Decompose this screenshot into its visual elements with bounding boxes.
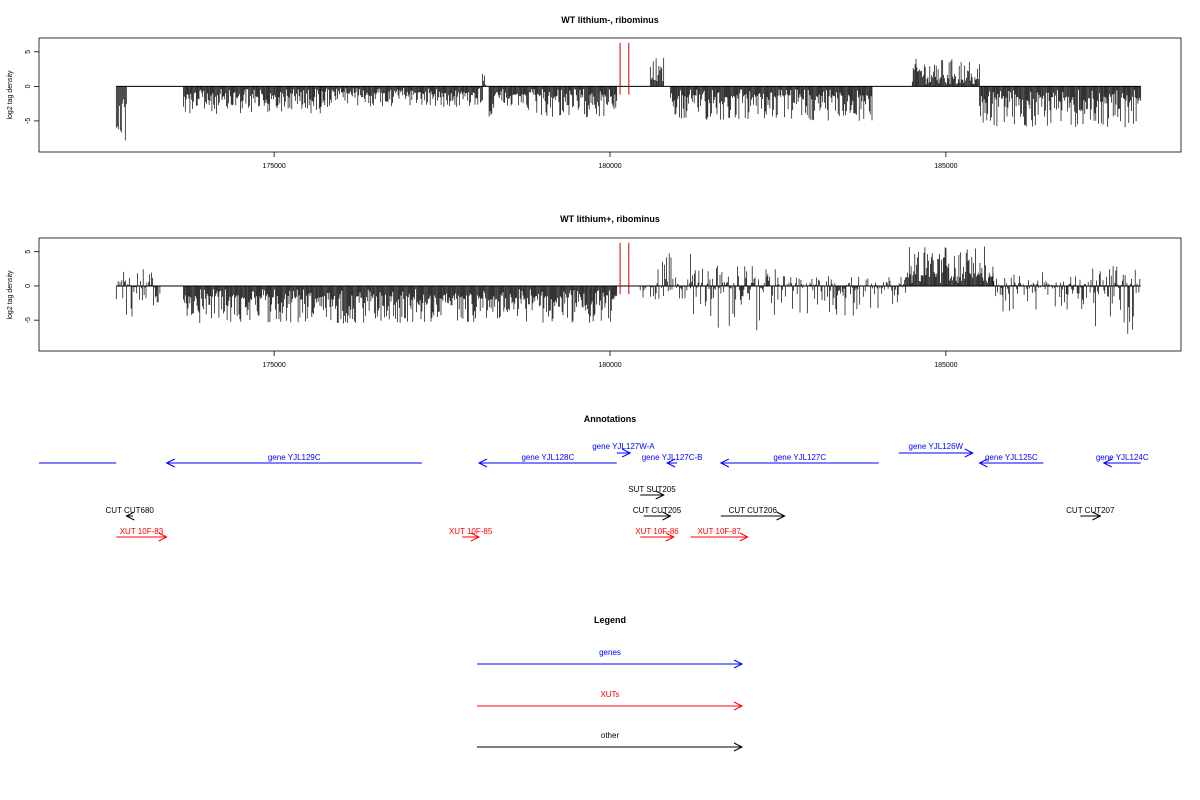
legend-label: XUTs bbox=[600, 690, 619, 699]
annotation-arrow-head bbox=[662, 511, 672, 521]
annotation-label: CUT CUT205 bbox=[633, 506, 682, 515]
x-tick-label: 180000 bbox=[598, 362, 621, 369]
annotation-arrow-head bbox=[125, 511, 135, 521]
density-panel-lithium-plus: WT lithium+, ribominus log2 tag density … bbox=[7, 214, 1182, 369]
legend-arrow-head bbox=[733, 701, 744, 711]
annotation-arrow-head bbox=[477, 458, 488, 468]
y-tick-label: 5 bbox=[25, 250, 32, 254]
annotation-arrow-head bbox=[665, 532, 675, 542]
annotation-label: gene YJL128C bbox=[521, 453, 574, 462]
annotation-arrow-head bbox=[1092, 511, 1102, 521]
legend-title: Legend bbox=[594, 615, 626, 625]
annotation-arrow-head bbox=[978, 458, 988, 468]
y-tick-label: -5 bbox=[25, 118, 32, 124]
y-tick-label: 0 bbox=[25, 284, 32, 288]
annotation-arrow-head bbox=[470, 532, 481, 542]
annotation-arrow-head bbox=[1102, 458, 1112, 468]
annotation-label: gene YJL127C-B bbox=[642, 453, 703, 462]
annotation-arrow-head bbox=[665, 458, 676, 468]
panel-title: WT lithium-, ribominus bbox=[561, 15, 659, 25]
legend-label: other bbox=[601, 731, 620, 740]
annotation-label: CUT CUT206 bbox=[729, 506, 778, 515]
density-segment bbox=[979, 86, 1142, 128]
density-segment bbox=[488, 86, 618, 118]
annotation-arrow-head bbox=[776, 511, 786, 521]
density-segment bbox=[992, 272, 1074, 312]
density-panel-lithium-minus: WT lithium-, ribominus log2 tag density … bbox=[7, 15, 1182, 170]
annotation-label: gene YJL125C bbox=[985, 453, 1038, 462]
annotation-label: SUT SUT205 bbox=[628, 485, 676, 494]
y-axis-label: log2 tag density bbox=[7, 70, 14, 120]
density-segment bbox=[905, 246, 994, 286]
x-tick-label: 185000 bbox=[934, 163, 957, 170]
y-tick-label: -5 bbox=[25, 317, 32, 323]
density-segment bbox=[649, 57, 665, 87]
annotation-label: gene YJL126W bbox=[909, 442, 964, 451]
x-tick-label: 175000 bbox=[262, 163, 285, 170]
annotation-label: gene YJL129C bbox=[268, 453, 321, 462]
density-segment bbox=[670, 86, 873, 121]
y-tick-label: 0 bbox=[25, 84, 32, 88]
annotation-arrow-head bbox=[621, 448, 632, 458]
legend: Legend genes XUTs other bbox=[477, 615, 744, 752]
panel-title: WT lithium+, ribominus bbox=[560, 214, 660, 224]
legend-label: genes bbox=[599, 648, 621, 657]
density-segment bbox=[183, 86, 322, 114]
x-tick-label: 175000 bbox=[262, 362, 285, 369]
density-segment bbox=[115, 269, 161, 317]
annotation-label: gene YJL127W-A bbox=[592, 442, 655, 451]
legend-arrow-head bbox=[733, 659, 744, 669]
density-segment bbox=[482, 73, 487, 87]
legend-arrow-head bbox=[733, 742, 744, 752]
annotation-label: gene YJL124C bbox=[1096, 453, 1149, 462]
annotation-label: gene YJL127C bbox=[773, 453, 826, 462]
annotation-arrow-head bbox=[165, 458, 175, 468]
x-tick-label: 180000 bbox=[598, 163, 621, 170]
annotations-title: Annotations bbox=[584, 414, 637, 424]
annotation-label: XUT 10F-85 bbox=[449, 527, 493, 536]
annotation-label: XUT 10F-87 bbox=[697, 527, 741, 536]
annotation-arrow-head bbox=[719, 458, 730, 468]
y-axis-label: log2 tag density bbox=[7, 270, 14, 320]
annotations-panel: Annotations gene YJL129C gene YJL128C gene… bbox=[39, 414, 1149, 542]
density-segment bbox=[911, 58, 980, 87]
density-segment bbox=[115, 86, 127, 141]
annotation-arrow-head bbox=[739, 532, 749, 542]
density-segment bbox=[183, 285, 618, 324]
annotation-label: XUT 10F-83 bbox=[120, 527, 164, 536]
annotation-arrow-head bbox=[158, 532, 168, 542]
density-segment bbox=[1073, 266, 1142, 334]
annotation-arrow-head bbox=[964, 448, 974, 458]
annotation-label: CUT CUT207 bbox=[1066, 506, 1115, 515]
density-segment bbox=[320, 86, 483, 107]
density-segment bbox=[639, 253, 691, 300]
x-tick-label: 185000 bbox=[934, 362, 957, 369]
y-tick-label: 5 bbox=[25, 50, 32, 54]
density-segment bbox=[690, 265, 779, 331]
annotation-arrow-head bbox=[655, 490, 665, 500]
annotation-label: XUT 10F-86 bbox=[635, 527, 679, 536]
annotation-label: CUT CUT680 bbox=[106, 506, 155, 515]
density-segment bbox=[777, 276, 906, 316]
